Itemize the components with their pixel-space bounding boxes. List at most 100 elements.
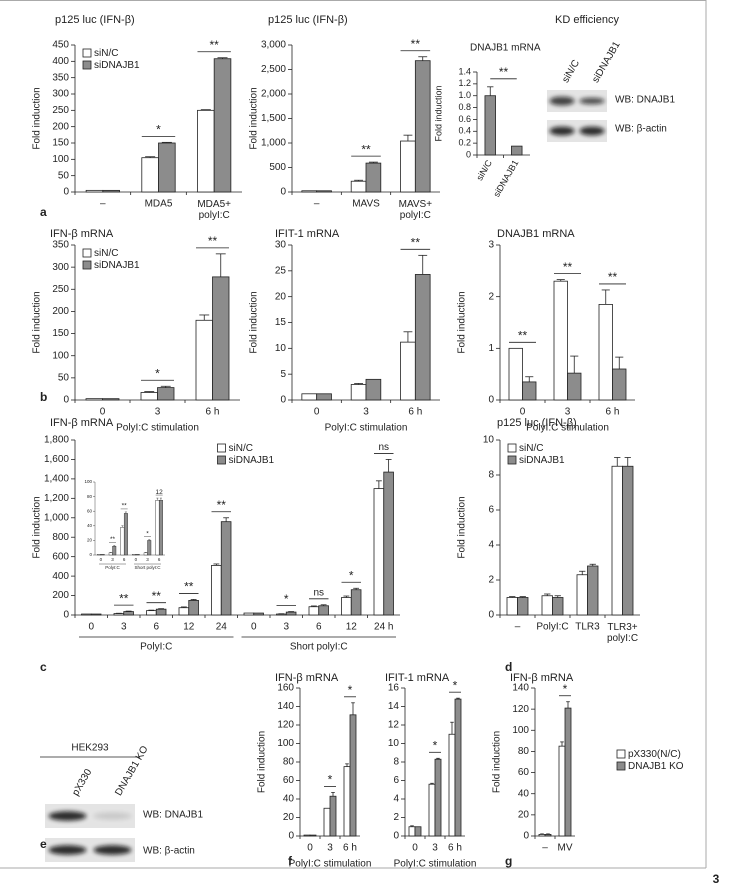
y-tick-label: 1,400 [44,474,69,485]
legend-swatch [616,749,626,759]
x-tick-label: 12 [346,622,358,633]
significance-label: ** [209,38,219,52]
y-tick-label: 500 [269,162,286,173]
significance-label: 12 [156,489,164,496]
y-tick-label: 100 [277,738,294,749]
significance-label: * [146,530,149,537]
bar [155,608,167,616]
blot-band [579,97,605,105]
lane-label: siDNAJB1 [590,39,623,84]
significance-label: * [155,366,160,380]
y-tick-label: 8 [393,757,399,768]
legend-label: pX330(N/C) [628,749,681,760]
legend-label: siN/C [94,48,118,59]
bar [316,393,332,401]
y-tick-label: 80 [283,757,295,768]
legend-label: siDNAJB1 [519,455,565,466]
x-tick-label: 0 [314,407,320,418]
x-tick-label: 0 [100,407,106,418]
y-tick-label: 12 [388,720,400,731]
x-tick-label: 0 [520,407,526,418]
panel-label: e [40,837,47,851]
x-tick-label: 6 h [448,843,462,854]
legend-label: siDNAJB1 [94,260,140,271]
y-tick-label: 250 [52,284,69,295]
bar [484,95,496,156]
bar [558,745,566,837]
lane-label: pX330 [70,767,94,798]
x-tick-label: 6 [123,557,126,562]
bar [90,613,102,616]
bar [178,607,190,616]
bar [434,758,442,837]
bar [553,280,568,401]
significance-label: ** [119,591,129,605]
y-tick-label: 80 [87,494,93,499]
y-tick-label: 50 [58,372,70,383]
x-tick-label: TLR3 [575,622,600,633]
y-tick-label: 30 [275,240,287,251]
y-tick-label: 40 [87,523,93,528]
bar [414,60,431,193]
blot-title: KD efficiency [555,14,619,26]
bar [143,552,148,556]
y-tick-label: 60 [283,775,295,786]
y-tick-label: 2 [393,812,399,823]
bar [341,597,352,616]
bar [576,574,588,616]
x-tick-label: 3 [283,622,289,633]
bar [541,595,553,616]
y-tick-label: 800 [52,532,69,543]
bar [158,142,176,193]
y-tick-label: 0.8 [458,102,471,112]
y-tick-label: 20 [283,812,295,823]
bar [567,372,582,401]
x-tick-label: 12 [183,622,195,633]
y-tick-label: 0 [393,831,399,842]
group-label: PolyI:C [140,642,172,653]
x-tick-label: 6 [158,557,161,562]
significance-label: ** [208,234,218,248]
significance-label: * [328,773,333,787]
blot-band [579,126,605,136]
bar [85,398,103,401]
bar [253,612,264,616]
bar [301,190,318,193]
chart-title: p125 luc (IFN-β) [497,417,577,429]
chart-title: IFN-β mRNA [50,228,114,240]
blot-row-label: WB: β-actin [615,124,667,135]
bar [522,381,537,401]
y-tick-label: 60 [87,508,93,513]
x-tick-label: 3 [432,843,438,854]
x-tick-label: 3 [146,557,149,562]
y-tick-label: 120 [512,704,529,715]
significance-label: ** [110,536,116,543]
bar [414,274,431,401]
significance-label: ** [518,329,528,343]
chart-title: p125 luc (IFN-β) [55,14,135,26]
y-tick-label: 0 [488,395,494,406]
x-axis-label: PolyI:C stimulation [289,859,372,870]
x-tick-label: 6 h [343,843,357,854]
y-tick-label: 25 [275,265,287,276]
bar [316,190,332,193]
y-tick-label: 120 [277,720,294,731]
y-tick-label: 3,000 [261,40,286,51]
blot-membrane [547,120,607,142]
lane-label: DNAJB1 KO [113,744,150,798]
legend-swatch [217,443,226,453]
y-tick-label: 1 [488,343,494,354]
bar [454,698,462,837]
blot-band [549,126,575,136]
x-tick-label: – [515,622,521,633]
legend-swatch [616,761,626,771]
y-tick-label: 50 [58,170,70,181]
y-tick-label: 150 [52,328,69,339]
bar [123,513,128,556]
bar [350,180,367,193]
significance-label: * [349,568,354,582]
chart-title: IFIT-1 mRNA [275,228,340,240]
bar [243,612,255,616]
chart-title: IFIT-1 mRNA [385,672,450,684]
